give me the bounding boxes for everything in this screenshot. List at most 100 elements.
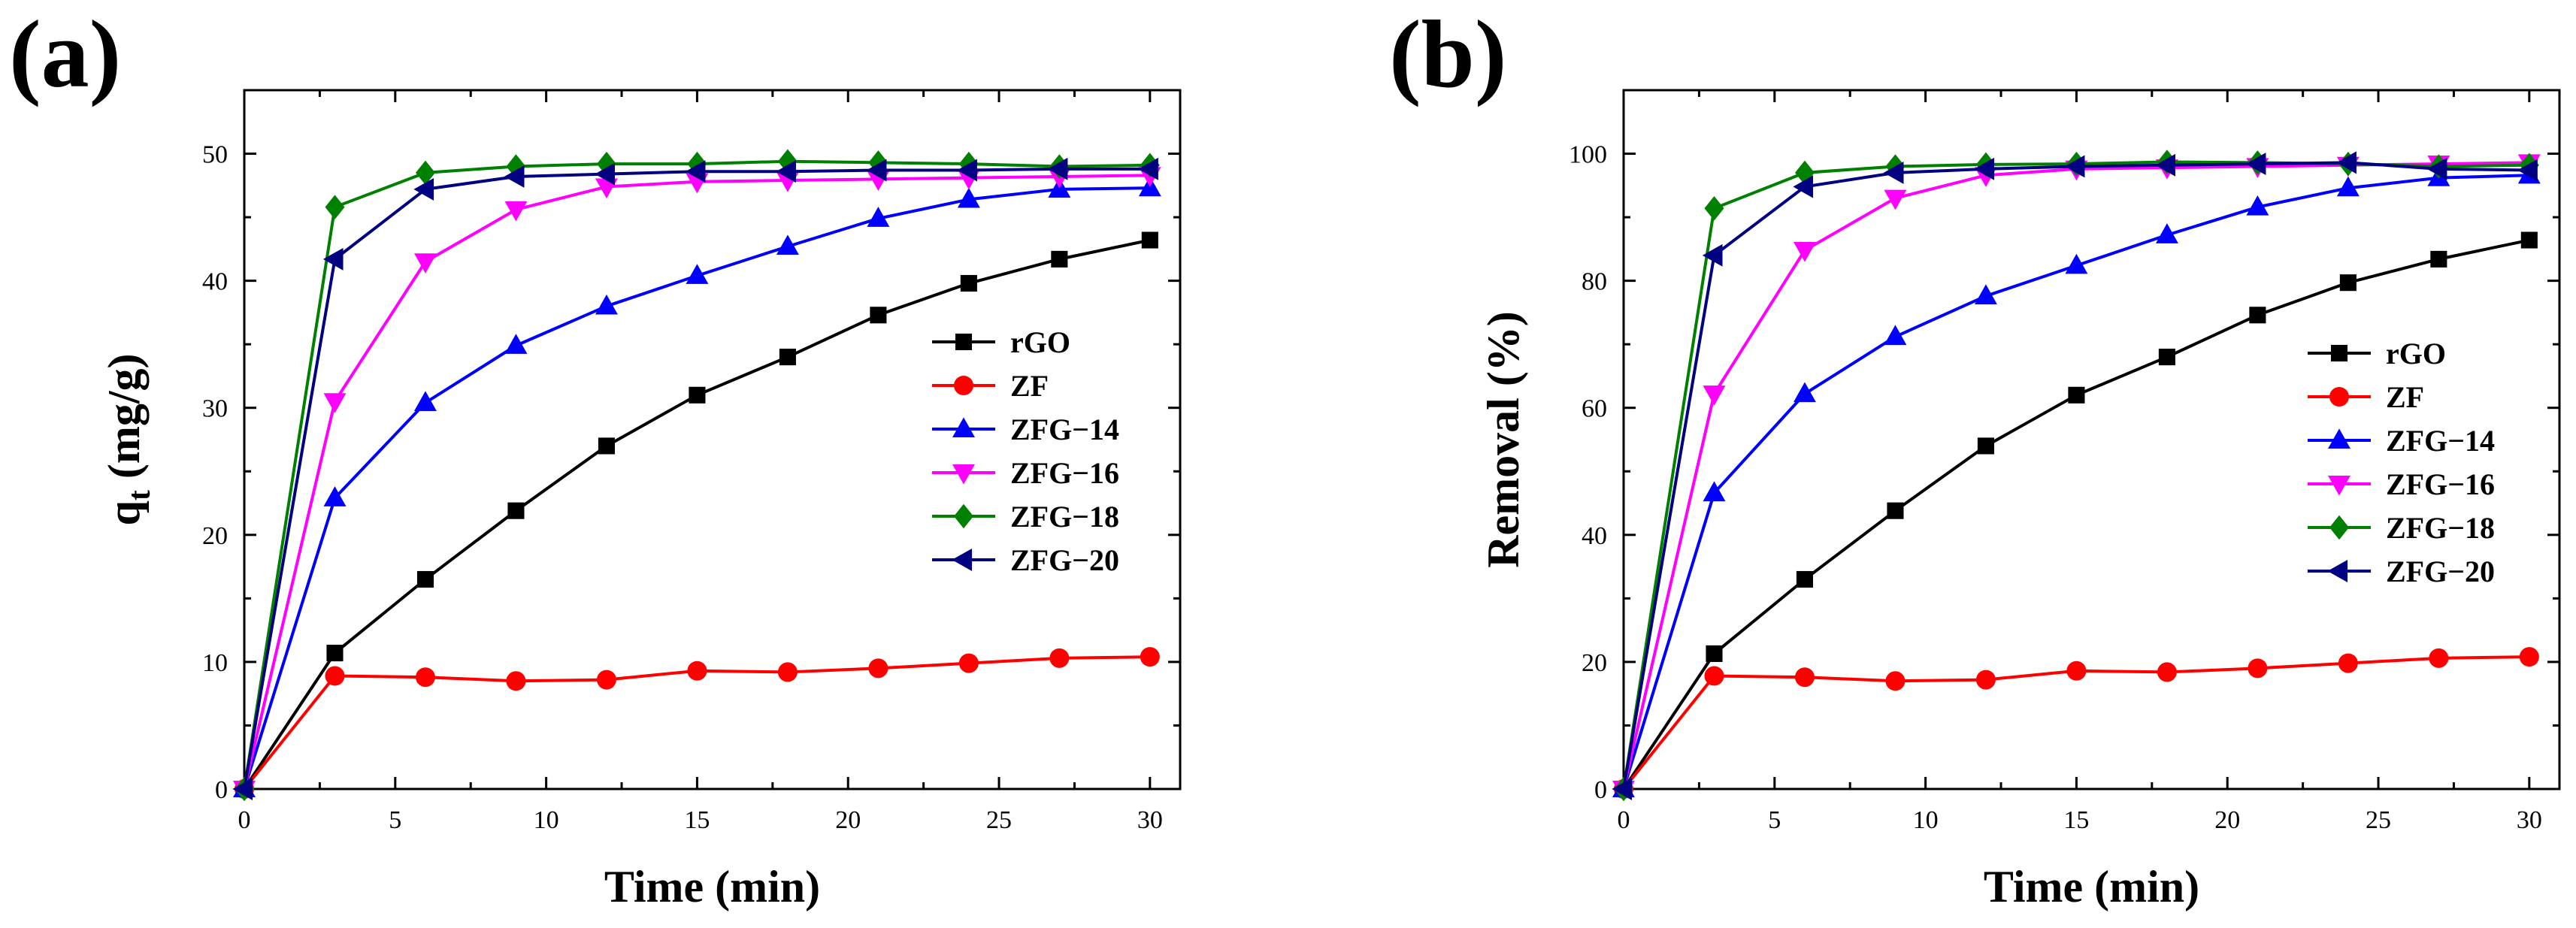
data-point [776, 234, 799, 255]
data-point [415, 160, 435, 186]
legend-label: rGO [1010, 325, 1070, 359]
legend-label: rGO [2386, 337, 2446, 370]
x-tick-label: 25 [2366, 806, 2391, 834]
y-tick-label: 40 [202, 268, 228, 296]
x-tick-label: 30 [2517, 806, 2542, 834]
data-point [2066, 660, 2087, 681]
x-tick-label: 20 [835, 806, 861, 834]
chart-panel-a: (a) 0 5 10 15 20 25 30 0 10 20 30 40 50 Time (min) qt (… [9, 1, 1182, 911]
y-tick-label: 10 [202, 649, 228, 677]
data-point [870, 307, 887, 324]
plot-frame [243, 89, 1182, 790]
data-point [325, 195, 345, 219]
chart-panel-b: (b) 0 5 10 15 20 25 30 0 20 40 60 80 100 Time (min) Rem… [1389, 1, 2561, 911]
data-point [1887, 502, 1904, 519]
data-point [323, 486, 347, 506]
y-tick-label: 0 [1594, 776, 1607, 804]
legend-marker [2329, 515, 2349, 540]
data-point [413, 177, 434, 201]
data-point [507, 502, 525, 519]
y-tick-label: 20 [202, 522, 228, 550]
x-tick-label: 10 [534, 806, 559, 834]
x-tick-label: 0 [238, 806, 251, 834]
legend-marker [954, 376, 973, 395]
data-point [2430, 250, 2447, 268]
legend-label: ZF [2386, 380, 2424, 414]
y-axis-title-sub: t [123, 490, 157, 500]
y-axis-title: Removal (%) [1479, 311, 1528, 568]
data-point [1049, 648, 1070, 668]
data-point [2336, 176, 2360, 197]
data-point [2519, 647, 2539, 667]
series-ZF [235, 647, 1160, 799]
legend-marker [955, 333, 973, 351]
data-point [2155, 223, 2178, 243]
data-point [685, 160, 706, 183]
data-point [2520, 231, 2538, 249]
data-point [1794, 242, 1816, 262]
x-tick-label: 0 [1618, 806, 1630, 834]
x-tick-label: 20 [2214, 806, 2240, 834]
y-tick-label: 40 [1582, 522, 1607, 550]
data-point [1703, 385, 1726, 406]
data-point [2517, 159, 2538, 182]
data-point [1974, 284, 1997, 304]
x-tick-label: 30 [1137, 806, 1163, 834]
data-point [1793, 175, 1814, 198]
data-point [2245, 153, 2266, 176]
series-ZF [1614, 647, 2539, 799]
data-point [595, 162, 615, 186]
y-tick-label: 30 [202, 395, 228, 423]
data-point [2246, 195, 2269, 216]
legend-label: ZFG−20 [1010, 543, 1119, 577]
data-point [1612, 778, 1633, 800]
data-point [2338, 653, 2358, 673]
data-point [960, 274, 977, 292]
data-point [2068, 386, 2085, 404]
data-point [2248, 658, 2268, 679]
data-point [596, 670, 616, 690]
y-axis-title-base: q [99, 500, 149, 525]
data-point [1796, 570, 1814, 588]
data-point [1140, 647, 1160, 667]
legend-marker [2328, 428, 2350, 449]
legend-label: ZFG−14 [2386, 424, 2495, 458]
data-point [1051, 250, 1068, 268]
y-axis-title: qt (mg/g) [99, 354, 157, 526]
data-point [776, 160, 796, 183]
series-rGO [1615, 231, 2538, 798]
data-point [504, 201, 528, 222]
data-point [1794, 667, 1815, 688]
data-point [689, 386, 706, 404]
data-point [2157, 662, 2177, 682]
data-point [414, 391, 437, 412]
legend-marker [952, 549, 973, 571]
legend-label: ZFG−14 [1010, 413, 1119, 446]
legend-marker [954, 503, 973, 529]
data-point [1977, 437, 1994, 455]
data-point [506, 671, 526, 691]
data-point [686, 264, 709, 284]
series-ZFG−20 [232, 157, 1158, 800]
data-point [1884, 189, 1907, 210]
legend-label: ZFG−20 [2386, 555, 2495, 588]
legend-label: ZF [1010, 369, 1049, 403]
data-point [2158, 349, 2175, 366]
data-point [2336, 151, 2357, 174]
data-point [957, 159, 977, 182]
data-point [958, 653, 979, 673]
x-tick-label: 5 [1768, 806, 1781, 834]
x-axis-title: Time (min) [604, 862, 820, 911]
panel-label: (b) [1389, 1, 1506, 107]
legend-label: ZFG−16 [1010, 456, 1119, 490]
data-point [779, 349, 796, 366]
x-axis-title: Time (min) [1984, 862, 2199, 911]
data-point [323, 393, 347, 413]
data-point [598, 437, 615, 455]
data-point [2065, 253, 2088, 274]
data-point [777, 662, 798, 682]
data-point [595, 294, 618, 315]
data-point [1704, 666, 1724, 686]
